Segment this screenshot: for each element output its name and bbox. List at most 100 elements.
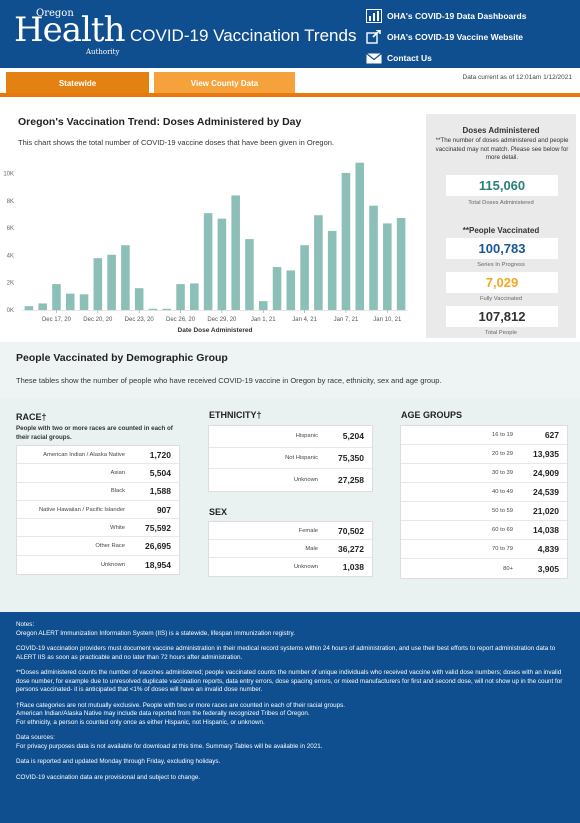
row-value: 18,954 <box>145 559 171 570</box>
row-label: 80+ <box>503 565 513 572</box>
table-row: Unknown 1,038 <box>209 558 372 576</box>
row-value: 1,720 <box>149 449 171 460</box>
row-label: Unknown <box>100 561 125 568</box>
row-value: 24,909 <box>533 468 559 478</box>
vaccine-website-link[interactable]: OHA's COVID-19 Vaccine Website <box>366 26 526 47</box>
row-value: 907 <box>156 504 171 515</box>
row-value: 3,905 <box>537 563 559 574</box>
header: Oregon Health Authority COVID-19 Vaccina… <box>0 0 580 68</box>
row-label: Hispanic <box>295 433 318 440</box>
bar-dec-22 <box>121 245 130 310</box>
bar-dec-17 <box>52 284 61 310</box>
oha-logo[interactable]: Oregon Health Authority <box>14 8 125 56</box>
row-value: 1,038 <box>342 562 364 572</box>
external-link-icon <box>366 29 381 44</box>
age-groups-title: AGE GROUPS <box>401 410 463 420</box>
trend-description: This chart shows the total number of COV… <box>18 138 335 147</box>
notes-footer: Notes: Oregon ALERT Immunization Informat… <box>0 612 580 823</box>
fully-vaccinated-value: 7,029 <box>446 272 558 293</box>
series-in-progress-value: 100,783 <box>446 238 558 259</box>
row-label: American Indian / Alaska Native <box>43 451 125 458</box>
row-value: 14,038 <box>533 525 559 535</box>
row-label: 70 to 79 <box>492 546 513 552</box>
tab-underline <box>0 93 580 97</box>
tab-view-county-data[interactable]: View County Data <box>154 72 295 94</box>
demographics-title: People Vaccinated by Demographic Group <box>16 352 228 364</box>
header-links: OHA's COVID-19 Data Dashboards OHA's COV… <box>366 5 526 68</box>
people-vaccinated-title: **People Vaccinated <box>462 226 540 235</box>
row-value: 36,272 <box>338 543 364 554</box>
row-value: 75,592 <box>145 522 171 533</box>
bar-jan-10 <box>383 223 392 310</box>
row-value: 75,350 <box>338 452 364 463</box>
total-people-label: Total People <box>485 330 517 336</box>
table-row: Asian 5,504 <box>17 464 179 483</box>
row-label: 50 to 59 <box>492 508 513 514</box>
demographics-description: These tables show the number of people w… <box>16 376 442 385</box>
bar-dec-26 <box>176 284 185 310</box>
row-value: 5,504 <box>149 467 171 478</box>
table-row: Female 70,502 <box>209 522 372 540</box>
total-doses-label: Total Doses Administered <box>468 200 534 206</box>
bar-jan-8 <box>355 162 365 310</box>
table-row: 30 to 39 24,909 <box>401 464 567 483</box>
logo-main-text: Health <box>14 10 125 50</box>
row-value: 1,588 <box>149 486 171 497</box>
doses-panel: Doses Administered **The number of doses… <box>426 114 576 338</box>
row-label: Female <box>298 527 318 534</box>
row-label: 16 to 19 <box>492 432 513 438</box>
sex-table: Female 70,502 Male 36,272 Unknown 1,038 <box>208 521 373 577</box>
x-tick-label: Dec 26, 20 <box>166 317 196 323</box>
bar-dec-21 <box>107 254 116 310</box>
mail-icon <box>366 52 382 63</box>
bar-dec-31 <box>245 239 254 310</box>
table-row: 20 to 29 13,935 <box>401 445 567 464</box>
table-row: Hispanic 5,204 <box>209 426 372 448</box>
y-tick-label: 8K <box>7 199 14 205</box>
bar-dec-18 <box>65 293 75 310</box>
page-title: COVID-19 Vaccination Trends <box>130 26 357 45</box>
row-value: 26,695 <box>145 541 171 552</box>
data-dashboards-label: OHA's COVID-19 Data Dashboards <box>387 10 527 21</box>
x-tick-label: Jan 10, 21 <box>373 317 402 323</box>
tab-statewide[interactable]: Statewide <box>6 72 149 94</box>
doses-panel-note: **The number of doses administered and p… <box>435 137 569 161</box>
row-label: Black <box>110 488 125 495</box>
table-row: Unknown 27,258 <box>209 469 372 491</box>
note-paragraph: COVID-19 vaccination providers must docu… <box>16 645 556 661</box>
row-label: Unknown <box>293 476 318 483</box>
row-value: 627 <box>544 430 559 440</box>
data-dashboards-link[interactable]: OHA's COVID-19 Data Dashboards <box>366 5 526 26</box>
row-label: Asian <box>110 469 125 476</box>
row-label: 60 to 69 <box>492 527 513 533</box>
bar-jan-4 <box>300 245 309 310</box>
row-label: Native Hawaiian / Pacific Islander <box>38 506 125 513</box>
logo-top-text: Oregon <box>36 8 74 19</box>
table-row: Male 36,272 <box>209 540 372 558</box>
table-row: White 75,592 <box>17 519 179 538</box>
note-paragraph: Data is reported and updated Monday thro… <box>16 758 221 765</box>
trend-title: Oregon's Vaccination Trend: Doses Admini… <box>18 116 302 128</box>
bar-dec-24 <box>148 308 158 310</box>
table-row: Not Hispanic 75,350 <box>209 448 372 469</box>
bar-jan-6 <box>327 230 337 310</box>
note-paragraph: Notes: Oregon ALERT Immunization Informat… <box>16 621 295 637</box>
x-tick-label: Dec 29, 20 <box>207 317 237 323</box>
row-label: 40 to 49 <box>492 489 513 495</box>
bar-jan-2 <box>272 267 282 310</box>
data-current-timestamp: Data current as of 12:01am 1/12/2021 <box>462 74 573 81</box>
race-table: American Indian / Alaska Native 1,720 Asia… <box>16 445 180 576</box>
demographics-header-band <box>0 342 580 398</box>
age-groups-table: 16 to 19 627 20 to 29 13,935 30 to 39 24,909 4… <box>400 425 568 579</box>
bar-jan-3 <box>286 270 296 310</box>
row-label: 30 to 39 <box>492 470 513 476</box>
bar-dec-29 <box>217 218 227 310</box>
note-paragraph: †Race categories are not mutually exclus… <box>16 701 346 726</box>
bar-dec-28 <box>203 213 213 310</box>
table-row: Black 1,588 <box>17 483 179 501</box>
contact-us-label: Contact Us <box>387 52 432 63</box>
bar-dec-30 <box>231 195 240 310</box>
ethnicity-title: ETHNICITY† <box>209 410 262 420</box>
contact-us-link[interactable]: Contact Us <box>366 47 526 68</box>
row-value: 24,539 <box>533 487 559 497</box>
